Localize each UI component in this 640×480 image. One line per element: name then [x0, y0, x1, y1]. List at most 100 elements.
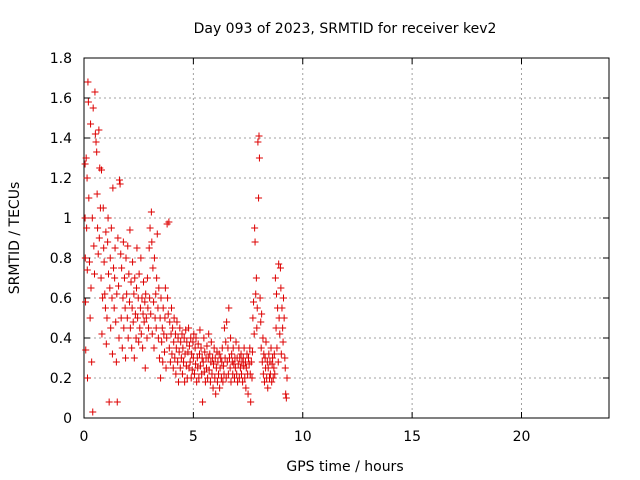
data-point	[157, 374, 165, 382]
y-tick-label: 0.2	[50, 371, 72, 387]
data-point	[81, 254, 89, 262]
data-point	[105, 398, 113, 406]
data-point	[166, 358, 174, 366]
data-point	[208, 370, 216, 378]
data-point	[255, 154, 263, 162]
data-point	[261, 354, 269, 362]
data-point	[160, 330, 168, 338]
data-point	[196, 350, 203, 358]
data-point	[161, 348, 168, 356]
data-point	[98, 166, 105, 174]
data-point	[178, 370, 186, 378]
data-point	[108, 350, 116, 358]
data-point	[150, 254, 158, 262]
data-point	[93, 148, 101, 156]
data-point	[282, 394, 290, 402]
data-point	[139, 310, 147, 318]
data-point	[99, 204, 107, 212]
data-point	[189, 338, 197, 346]
data-point	[222, 338, 230, 346]
data-point	[215, 350, 223, 358]
data-point	[123, 290, 131, 298]
data-point	[270, 364, 278, 372]
data-point	[148, 238, 156, 246]
data-point	[141, 298, 149, 306]
x-tick-label: 5	[189, 429, 198, 445]
data-point	[120, 274, 128, 282]
data-point	[192, 334, 200, 342]
data-point	[169, 324, 177, 332]
data-point	[187, 374, 195, 382]
data-point	[101, 304, 109, 312]
data-point	[127, 278, 135, 286]
data-point	[84, 78, 92, 86]
data-point	[252, 274, 260, 282]
data-point	[247, 358, 255, 366]
data-point	[105, 270, 112, 278]
data-point	[116, 180, 124, 188]
data-point	[89, 408, 97, 416]
data-point	[97, 274, 105, 282]
data-point	[283, 374, 291, 382]
data-point	[157, 294, 165, 302]
data-point	[276, 264, 284, 272]
data-point	[92, 138, 100, 146]
data-point	[222, 374, 230, 382]
data-point	[176, 324, 184, 332]
x-tick-label: 20	[513, 429, 531, 445]
data-point	[273, 290, 280, 298]
data-point	[143, 334, 151, 342]
data-point	[126, 226, 134, 234]
data-point	[206, 378, 214, 386]
data-point	[184, 348, 192, 356]
data-point	[204, 374, 212, 382]
data-point	[150, 298, 158, 306]
data-point	[131, 310, 139, 318]
data-point	[248, 348, 256, 356]
y-tick-label: 0.6	[50, 291, 72, 307]
data-point	[129, 258, 137, 266]
data-point	[141, 364, 149, 372]
data-point	[239, 378, 247, 386]
data-point	[248, 374, 256, 382]
data-point	[211, 374, 219, 382]
data-point	[119, 238, 127, 246]
data-point	[192, 360, 200, 368]
data-point	[100, 244, 108, 252]
data-point	[88, 358, 96, 366]
data-point	[87, 284, 95, 292]
data-point	[138, 294, 146, 302]
data-point	[227, 378, 235, 386]
data-point	[88, 214, 96, 222]
axis-ticks: 0 5 10 15 20 0 0.2 0.4 0.6 0.8 1 1.2 1.4 1.6 1.8	[50, 51, 609, 445]
data-point	[134, 314, 142, 322]
data-point	[171, 330, 179, 338]
data-point	[155, 284, 163, 292]
data-point	[147, 310, 155, 318]
data-point	[256, 294, 264, 302]
data-point	[268, 360, 276, 368]
data-point	[179, 344, 187, 352]
data-point	[84, 374, 91, 382]
data-point	[246, 370, 254, 378]
data-point	[109, 184, 117, 192]
data-point	[154, 334, 162, 342]
data-point	[281, 354, 289, 362]
data-point	[83, 266, 91, 274]
data-point	[254, 138, 262, 146]
data-point	[148, 330, 156, 338]
data-point	[206, 350, 214, 358]
data-point	[147, 208, 155, 216]
data-point	[135, 270, 143, 278]
data-point	[257, 344, 265, 352]
data-point	[152, 290, 160, 298]
data-point	[219, 378, 227, 386]
data-point	[199, 398, 207, 406]
data-point	[228, 350, 236, 358]
data-point	[153, 230, 161, 238]
data-point	[279, 338, 287, 346]
data-point	[220, 324, 228, 332]
data-point	[177, 354, 185, 362]
data-point	[191, 344, 199, 352]
data-point	[140, 318, 148, 326]
